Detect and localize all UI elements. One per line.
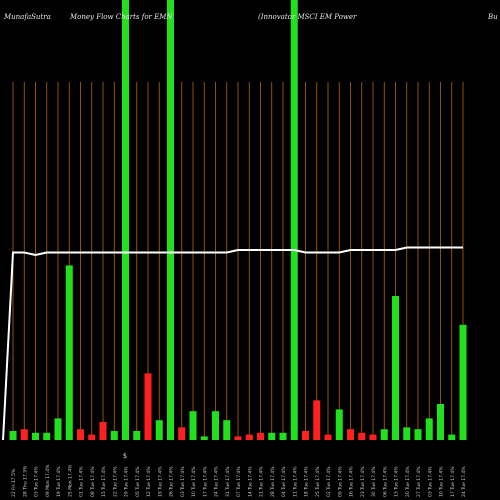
x-tick-labels: 22 Fri 17.5% 28 Thu 17.5% 03 Tue 17.4% 09 M… [11, 464, 467, 497]
x-tick-label: 10 Tue 17.4% [191, 466, 197, 497]
flow-bar [77, 429, 84, 440]
x-tick-label: 28 Thu 17.5% [22, 465, 28, 497]
spike-bar [122, 0, 129, 440]
flow-bar [335, 409, 343, 440]
flow-bar [380, 429, 388, 440]
flow-bar [155, 420, 163, 440]
site-name: MunafaSutra [4, 13, 51, 21]
x-tick-label: 02 Tue 17.4% [326, 466, 332, 497]
x-tick-label: 12 Tue 17.4% [146, 466, 152, 497]
flow-bar [144, 373, 152, 440]
x-tick-label: 15 Tue 17.4% [101, 466, 107, 497]
x-tick-label: 18 Tue 17.4% [304, 466, 310, 497]
x-tick-label: 04 Tue 17.4% [281, 466, 287, 497]
x-tick-label: 19 Tue 17.4% [157, 466, 163, 497]
x-tick-label: 05 Tue 17.4% [135, 466, 141, 497]
flow-bar [245, 434, 253, 440]
flow-bar [324, 434, 332, 440]
x-tick-label: 13 Tue 17.4% [394, 466, 400, 497]
x-tick-label: 25 Tue 17.4% [315, 466, 321, 497]
flow-bar [369, 434, 377, 440]
flow-bar [200, 436, 208, 440]
flow-bar [437, 404, 444, 440]
x-tick-label: 03 Tue 17.4% [34, 466, 40, 497]
flow-bar [347, 429, 354, 440]
x-tick-label: 24 Tue 17.4% [214, 466, 220, 497]
x-tick-label: 17 Tue 17.4% [450, 466, 456, 497]
flow-bar [302, 431, 309, 440]
x-tick-label: 26 Tue 17.4% [169, 466, 175, 497]
x-tick-label: 22 Fri 17.5% [11, 468, 17, 497]
vertical-grid [12, 82, 464, 440]
flow-bar [88, 434, 96, 440]
flow-bar [313, 400, 321, 440]
flow-bar [65, 265, 73, 440]
x-tick-label: 14 Tue 17.4% [247, 466, 253, 497]
flow-bar [268, 432, 276, 440]
flow-bar [43, 432, 51, 440]
flow-bar [358, 432, 366, 440]
flow-bar [425, 418, 433, 440]
x-tick-label: 19 Tue 17.4% [56, 466, 62, 497]
flow-bar [9, 431, 17, 440]
x-tick-label: 03 Tue 17.4% [180, 466, 186, 497]
fund-name-overflow: Bu [488, 13, 498, 21]
flow-bar [448, 434, 456, 440]
spike-bar [290, 0, 298, 440]
fund-name: (Innovator MSCI EM Power [258, 13, 357, 21]
flow-bar [459, 324, 467, 440]
spike-bar [167, 0, 174, 440]
x-tick-label: 06 Tue 17.4% [382, 466, 388, 497]
axis-mark: $ [123, 452, 127, 460]
x-tick-label: 01 Tue 17.4% [79, 466, 85, 497]
chart-title: Money Flow Charts for EMN [70, 13, 173, 21]
flow-bar [54, 418, 62, 440]
x-tick-label: 25 Mon 17.4% [67, 464, 73, 497]
flow-bar [133, 431, 141, 440]
x-tick-label: 07 Tue 17.4% [236, 466, 242, 497]
flow-bar [414, 429, 422, 440]
money-flow-bars [9, 0, 467, 440]
x-tick-label: 10 Tue 17.4% [439, 466, 445, 497]
x-tick-label: 24 Tue 17.4% [461, 466, 467, 497]
x-tick-label: 09 Tue 17.4% [337, 466, 343, 497]
x-tick-label: 29 Tue 17.4% [124, 466, 130, 497]
flow-bar [234, 436, 242, 440]
x-tick-label: 27 Tue 17.4% [416, 466, 422, 497]
x-tick-label: 11 Tue 17.4% [292, 466, 298, 497]
x-tick-label: 31 Tue 17.4% [225, 466, 231, 497]
x-tick-label: 20 Tue 17.4% [405, 466, 411, 497]
flow-bar [99, 422, 107, 440]
x-tick-label: 09 Mon 17.4% [45, 464, 51, 497]
x-tick-label: 23 Tue 17.4% [360, 466, 366, 497]
flow-bar [212, 411, 219, 440]
x-tick-label: 21 Tue 17.4% [259, 466, 265, 497]
x-tick-label: 22 Tue 17.4% [112, 466, 118, 497]
flow-bar [20, 429, 28, 440]
x-tick-label: 17 Tue 17.4% [202, 466, 208, 497]
flow-bar [223, 420, 231, 440]
x-tick-label: 16 Tue 17.4% [349, 466, 355, 497]
x-tick-label: 08 Tue 17.4% [90, 466, 96, 497]
flow-bar [110, 431, 118, 440]
price-line [2, 246, 463, 441]
flow-bar [392, 296, 399, 440]
flow-bar [32, 432, 39, 440]
flow-bar [279, 432, 287, 440]
flow-bar [189, 411, 197, 440]
flow-bar [403, 427, 411, 440]
flow-bar [257, 432, 264, 440]
x-tick-label: 30 Tue 17.4% [371, 466, 377, 497]
flow-bar [178, 427, 186, 440]
x-tick-label: 03 Tue 17.4% [427, 466, 433, 497]
x-tick-label: 28 Tue 17.4% [270, 466, 276, 497]
